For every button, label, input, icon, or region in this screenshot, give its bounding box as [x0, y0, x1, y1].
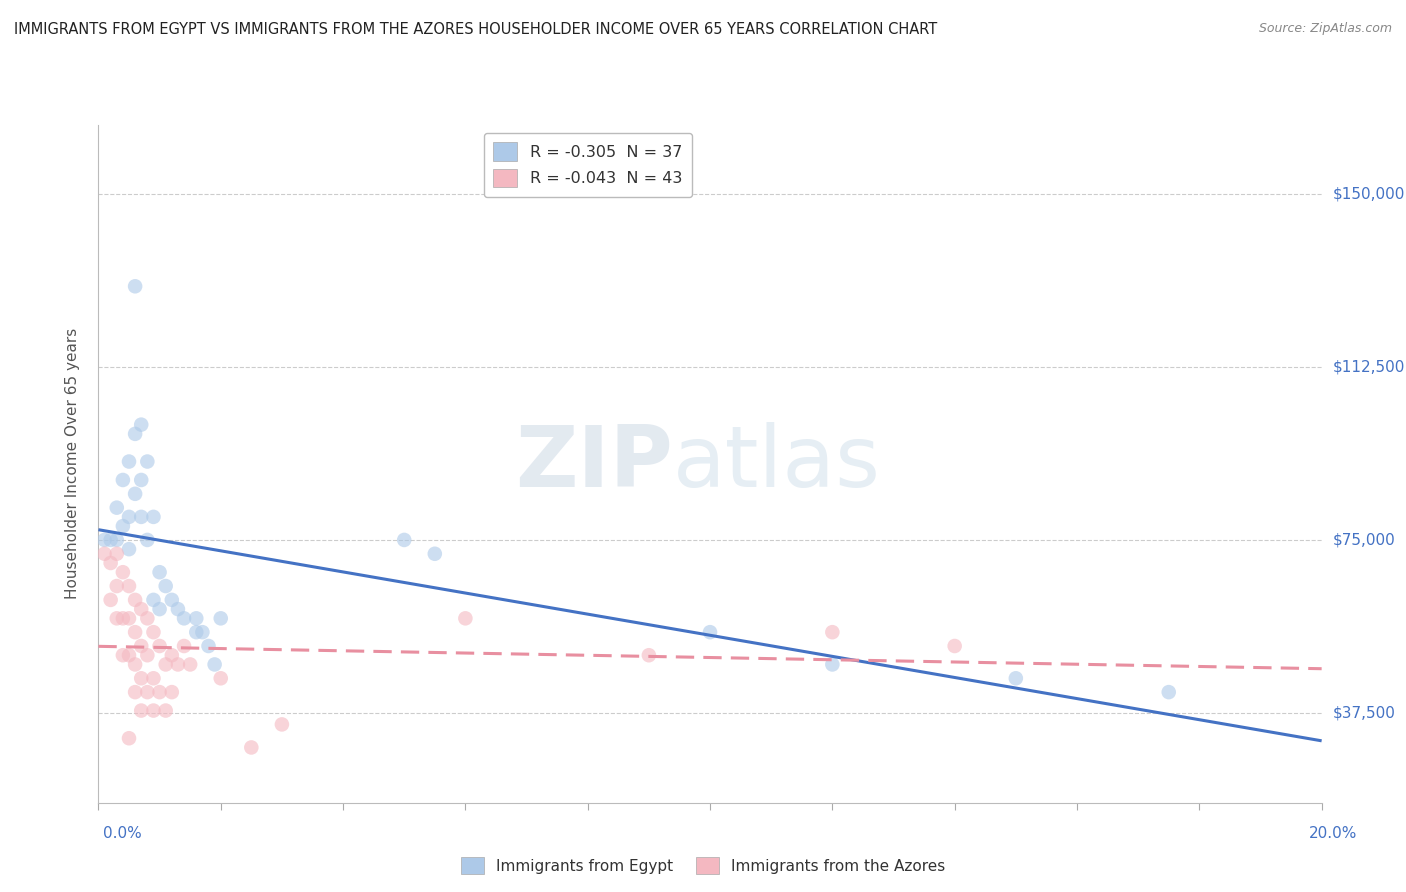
Point [454, 611, 477, 625]
Y-axis label: Householder Income Over 65 years: Householder Income Over 65 years [65, 328, 80, 599]
Point [129, 509, 152, 524]
Point [129, 639, 152, 653]
Point [136, 685, 159, 699]
Point [100, 593, 122, 607]
Text: atlas: atlas [673, 422, 882, 506]
Point [173, 611, 195, 625]
Point [699, 625, 721, 640]
Point [209, 671, 232, 685]
Legend: R = -0.305  N = 37, R = -0.043  N = 43: R = -0.305 N = 37, R = -0.043 N = 43 [484, 133, 692, 197]
Point [129, 602, 152, 616]
Point [124, 487, 146, 501]
Point [943, 639, 966, 653]
Point [821, 657, 844, 672]
Point [124, 593, 146, 607]
Point [821, 625, 844, 640]
Text: IMMIGRANTS FROM EGYPT VS IMMIGRANTS FROM THE AZORES HOUSEHOLDER INCOME OVER 65 Y: IMMIGRANTS FROM EGYPT VS IMMIGRANTS FROM… [14, 22, 938, 37]
Point [142, 593, 165, 607]
Point [124, 279, 146, 293]
Text: $112,500: $112,500 [1333, 359, 1405, 375]
Point [100, 556, 122, 570]
Point [93, 547, 115, 561]
Point [155, 704, 177, 718]
Point [100, 533, 122, 547]
Point [124, 625, 146, 640]
Point [160, 593, 183, 607]
Point [136, 454, 159, 468]
Point [191, 625, 214, 640]
Text: $150,000: $150,000 [1333, 186, 1405, 202]
Point [129, 671, 152, 685]
Point [118, 648, 141, 663]
Point [204, 657, 226, 672]
Point [111, 565, 134, 579]
Point [93, 533, 115, 547]
Text: ZIP: ZIP [516, 422, 673, 506]
Point [136, 648, 159, 663]
Point [149, 565, 172, 579]
Point [270, 717, 292, 731]
Point [105, 611, 128, 625]
Point [1157, 685, 1180, 699]
Point [197, 639, 219, 653]
Point [105, 533, 128, 547]
Point [142, 509, 165, 524]
Point [142, 704, 165, 718]
Text: $37,500: $37,500 [1333, 706, 1396, 721]
Text: $75,000: $75,000 [1333, 533, 1396, 548]
Point [118, 731, 141, 746]
Point [637, 648, 661, 663]
Point [160, 685, 183, 699]
Point [149, 639, 172, 653]
Point [209, 611, 232, 625]
Point [149, 602, 172, 616]
Point [129, 417, 152, 432]
Text: 0.0%: 0.0% [103, 826, 142, 840]
Point [118, 579, 141, 593]
Point [160, 648, 183, 663]
Point [136, 611, 159, 625]
Point [111, 519, 134, 533]
Point [129, 473, 152, 487]
Point [136, 533, 159, 547]
Legend: Immigrants from Egypt, Immigrants from the Azores: Immigrants from Egypt, Immigrants from t… [454, 851, 952, 880]
Text: Source: ZipAtlas.com: Source: ZipAtlas.com [1258, 22, 1392, 36]
Point [118, 454, 141, 468]
Point [1004, 671, 1026, 685]
Point [118, 509, 141, 524]
Point [142, 625, 165, 640]
Point [124, 685, 146, 699]
Point [124, 657, 146, 672]
Point [142, 671, 165, 685]
Point [167, 602, 190, 616]
Point [155, 657, 177, 672]
Point [111, 611, 134, 625]
Text: 20.0%: 20.0% [1309, 826, 1357, 840]
Point [129, 704, 152, 718]
Point [186, 625, 208, 640]
Point [149, 685, 172, 699]
Point [111, 648, 134, 663]
Point [186, 611, 208, 625]
Point [118, 611, 141, 625]
Point [105, 547, 128, 561]
Point [105, 579, 128, 593]
Point [118, 542, 141, 557]
Point [105, 500, 128, 515]
Point [179, 657, 201, 672]
Point [240, 740, 263, 755]
Point [111, 473, 134, 487]
Point [167, 657, 190, 672]
Point [155, 579, 177, 593]
Point [392, 533, 416, 547]
Point [173, 639, 195, 653]
Point [423, 547, 446, 561]
Point [124, 426, 146, 441]
